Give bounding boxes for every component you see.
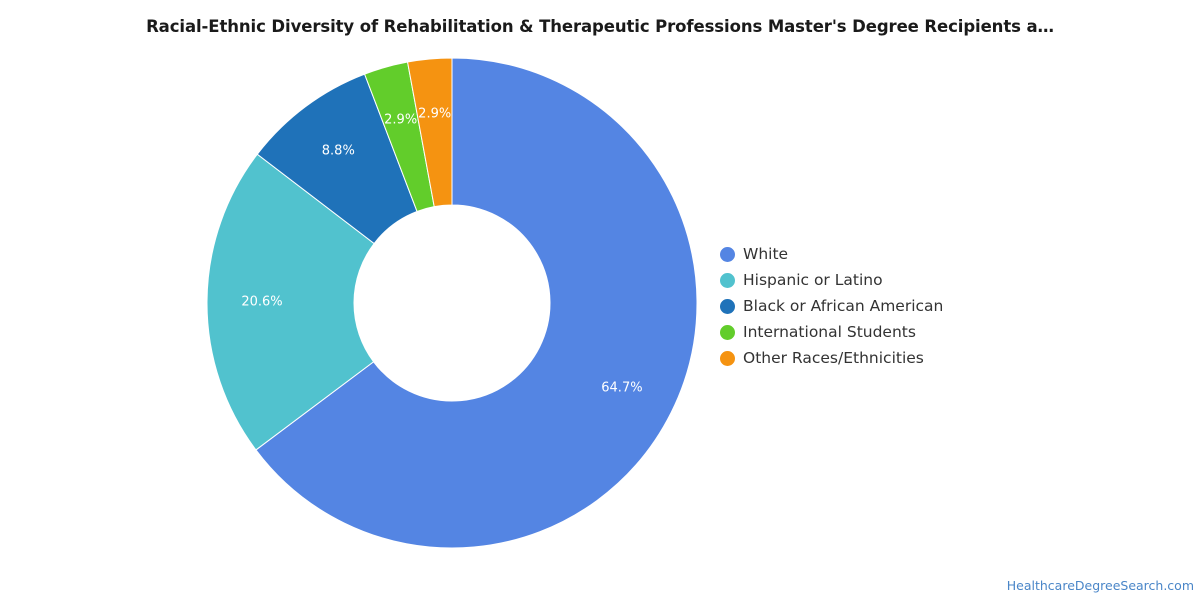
slice-value-label: 2.9% bbox=[418, 106, 451, 121]
donut-slice-4[interactable] bbox=[406, 57, 453, 208]
legend-swatch-icon bbox=[720, 298, 735, 314]
legend-label: Other Races/Ethnicities bbox=[743, 349, 924, 367]
legend-item[interactable]: White bbox=[720, 241, 943, 267]
slice-value-label: 20.6% bbox=[241, 295, 282, 310]
legend-swatch-icon bbox=[720, 246, 735, 262]
slice-value-label: 64.7% bbox=[601, 381, 642, 396]
donut-slice-1[interactable] bbox=[206, 153, 375, 451]
legend-swatch-icon bbox=[720, 272, 735, 288]
donut-slice-0[interactable] bbox=[255, 57, 698, 549]
legend-item[interactable]: Hispanic or Latino bbox=[720, 267, 943, 293]
legend-swatch-icon bbox=[720, 324, 735, 340]
legend-item[interactable]: Other Races/Ethnicities bbox=[720, 345, 943, 371]
slice-value-label: 2.9% bbox=[384, 113, 417, 128]
source-link[interactable]: HealthcareDegreeSearch.com bbox=[1006, 578, 1194, 593]
slice-value-label: 8.8% bbox=[322, 143, 355, 158]
legend-label: Black or African American bbox=[743, 297, 944, 315]
chart-title: Racial-Ethnic Diversity of Rehabilitatio… bbox=[146, 17, 1054, 36]
legend-label: White bbox=[743, 245, 789, 263]
legend-label: Hispanic or Latino bbox=[743, 271, 883, 289]
legend-item[interactable]: Black or African American bbox=[720, 293, 943, 319]
legend-item[interactable]: International Students bbox=[720, 319, 943, 345]
legend-label: International Students bbox=[743, 323, 916, 341]
legend-swatch-icon bbox=[720, 350, 735, 366]
chart-legend: White Hispanic or Latino Black or African … bbox=[720, 241, 943, 371]
